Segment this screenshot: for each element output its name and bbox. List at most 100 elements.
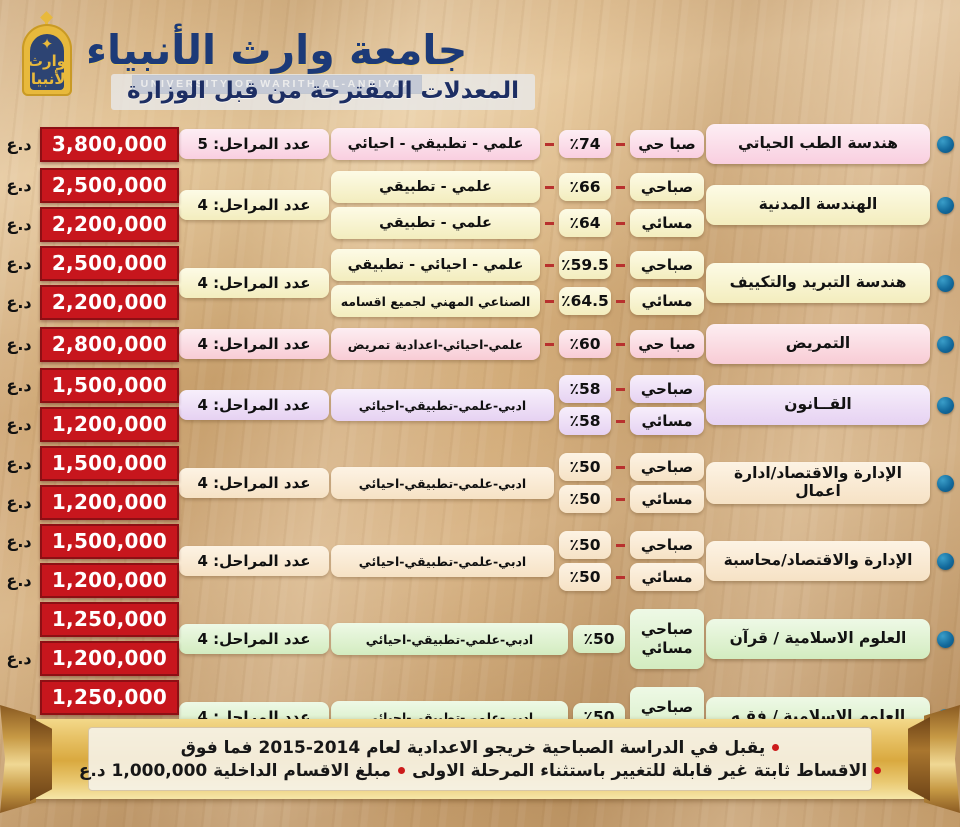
connector-dash	[616, 142, 625, 146]
session-label: مسائي	[630, 209, 704, 237]
currency-label: د.ع	[6, 176, 32, 195]
percentage-value: ٪60	[559, 330, 611, 358]
program-row: القــانون صباحي ٪58 مسائي ٪58 ادبي-علمي-تطبيق…	[0, 368, 960, 442]
fee-amount: 1,200,000	[40, 407, 179, 442]
department-name: القــانون	[706, 385, 930, 425]
track-label: ادبي-علمي-تطبيقي-احيائي	[331, 545, 554, 577]
fee-amount: 2,500,000	[40, 246, 179, 281]
track-label: علمي - احيائي - تطبيقي	[331, 249, 540, 281]
track-label: ادبي-علمي-تطبيقي-احيائي	[331, 467, 554, 499]
connector-dash	[545, 263, 554, 267]
footer-notes: يقبل في الدراسة الصباحية خريجو الاعدادية…	[79, 727, 882, 791]
connector-dash	[616, 221, 625, 225]
fee-column: 1,500,000 د.ع 1,200,000 د.ع	[0, 446, 179, 520]
row-details: صباحي ٪50 مسائي ٪50 ادبي-علمي-تطبيقي-احيائي	[329, 453, 706, 513]
session-label: صبا حي	[630, 130, 704, 158]
row-bullet-icon	[930, 196, 960, 214]
fee-column: 2,500,000 د.ع 2,200,000 د.ع	[0, 246, 179, 320]
percentage-value: ٪50	[573, 625, 625, 653]
percentage-value: ٪58	[559, 407, 611, 435]
percentage-value: ٪64	[559, 209, 611, 237]
footer-note-2: الاقساط ثابتة غير قابلة للتغيير باستثناء…	[79, 761, 882, 781]
fee-column: 3,800,000 د.ع	[0, 126, 179, 162]
percentage-value: ٪58	[559, 375, 611, 403]
currency-label: د.ع	[6, 415, 32, 434]
footer-ribbon: يقبل في الدراسة الصباحية خريجو الاعدادية…	[0, 701, 960, 819]
stages-count: عدد المراحل: 4	[179, 468, 329, 498]
program-row: الإدارة والاقتصاد/محاسبة صباحي ٪50 مسائي ٪50…	[0, 524, 960, 598]
currency-label: د.ع	[6, 493, 32, 512]
fee-amount: 1,250,000	[40, 602, 179, 637]
stages-count: عدد المراحل: 4	[179, 268, 329, 298]
footer-note-1: يقبل في الدراسة الصباحية خريجو الاعدادية…	[181, 738, 780, 758]
university-crest-icon: ✦ وارث الأنبياء	[18, 16, 76, 108]
program-row: هندسة التبريد والتكييف صباحي ٪59.5 علمي - ا…	[0, 246, 960, 320]
row-bullet-icon	[930, 396, 960, 414]
track-label: علمي-احيائي-اعدادية تمريض	[331, 328, 540, 360]
percentage-value: ٪74	[559, 130, 611, 158]
fee-amount: 1,500,000	[40, 446, 179, 481]
row-details: صباحي ٪58 مسائي ٪58 ادبي-علمي-تطبيقي-احيائي	[329, 375, 706, 435]
fee-column: 1,500,000 د.ع 1,200,000 د.ع	[0, 368, 179, 442]
department-name: الهندسة المدنية	[706, 185, 930, 225]
track-label: الصناعي المهني لجميع اقسامه	[331, 285, 540, 317]
connector-dash	[616, 263, 625, 267]
fee-amount: 1,500,000	[40, 524, 179, 559]
row-bullet-icon	[930, 274, 960, 292]
session-label: صباحي	[630, 251, 704, 279]
currency-label: د.ع	[6, 215, 32, 234]
fee-amount: 1,500,000	[40, 368, 179, 403]
department-name: التمريض	[706, 324, 930, 364]
row-details: صبا حي ٪74 علمي - تطبيقي - احيائي	[329, 128, 706, 160]
connector-dash	[616, 575, 625, 579]
row-details: صباحي ٪50 مسائي ٪50 ادبي-علمي-تطبيقي-احيائي	[329, 531, 706, 591]
fee-column: 2,500,000 د.ع 2,200,000 د.ع	[0, 168, 179, 242]
currency-label: د.ع	[6, 454, 32, 473]
program-row: العلوم الاسلامية / قرآن صباحي مسائي ٪50 ادبي…	[0, 602, 960, 676]
row-bullet-icon	[930, 474, 960, 492]
currency-label: د.ع	[6, 254, 32, 273]
percentage-value: ٪50	[559, 531, 611, 559]
program-row: الهندسة المدنية صباحي ٪66 علمي - تطبيقي مسائ…	[0, 168, 960, 242]
connector-dash	[616, 543, 625, 547]
session-morning: صباحي	[640, 620, 694, 639]
session-label: صبا حي	[630, 330, 704, 358]
stages-count: عدد المراحل: 4	[179, 190, 329, 220]
row-bullet-icon	[930, 335, 960, 353]
stages-count: عدد المراحل: 4	[179, 624, 329, 654]
department-name: هندسة التبريد والتكييف	[706, 263, 930, 303]
connector-dash	[545, 299, 554, 303]
connector-dash	[545, 185, 554, 189]
connector-dash	[616, 497, 625, 501]
connector-dash	[616, 387, 625, 391]
fee-amount: 2,800,000	[40, 326, 179, 362]
fee-amount: 1,200,000	[40, 563, 179, 598]
currency-label: د.ع	[6, 532, 32, 551]
program-row: الإدارة والاقتصاد/ادارة اعمال صباحي ٪50 مسا…	[0, 446, 960, 520]
track-label: ادبي-علمي-تطبيقي-احيائي	[331, 623, 568, 655]
connector-dash	[545, 221, 554, 225]
row-details: صباحي ٪66 علمي - تطبيقي مسائي ٪64 علمي - تطبي…	[329, 171, 706, 239]
percentage-value: ٪50	[559, 563, 611, 591]
fee-column: 1,250,000 1,200,000 د.ع	[0, 602, 179, 676]
currency-label: د.ع	[6, 571, 32, 590]
session-label: مسائي	[630, 563, 704, 591]
fee-amount: 1,200,000	[40, 485, 179, 520]
connector-dash	[616, 465, 625, 469]
track-label: علمي - تطبيقي - احيائي	[331, 128, 540, 160]
connector-dash	[545, 342, 554, 346]
currency-label: د.ع	[6, 649, 32, 668]
session-label: صباحي	[630, 375, 704, 403]
footer-note-1-text: يقبل في الدراسة الصباحية خريجو الاعدادية…	[180, 737, 766, 758]
program-row: التمريض صبا حي ٪60 علمي-احيائي-اعدادية تمري…	[0, 324, 960, 364]
fee-column: 2,800,000 د.ع	[0, 326, 179, 362]
row-bullet-icon	[930, 552, 960, 570]
session-label: صباحي	[630, 453, 704, 481]
row-bullet-icon	[930, 135, 960, 153]
currency-label: د.ع	[6, 293, 32, 312]
session-label: صباحي	[630, 531, 704, 559]
crest-glyph: ✦ وارث الأنبياء	[23, 35, 71, 88]
